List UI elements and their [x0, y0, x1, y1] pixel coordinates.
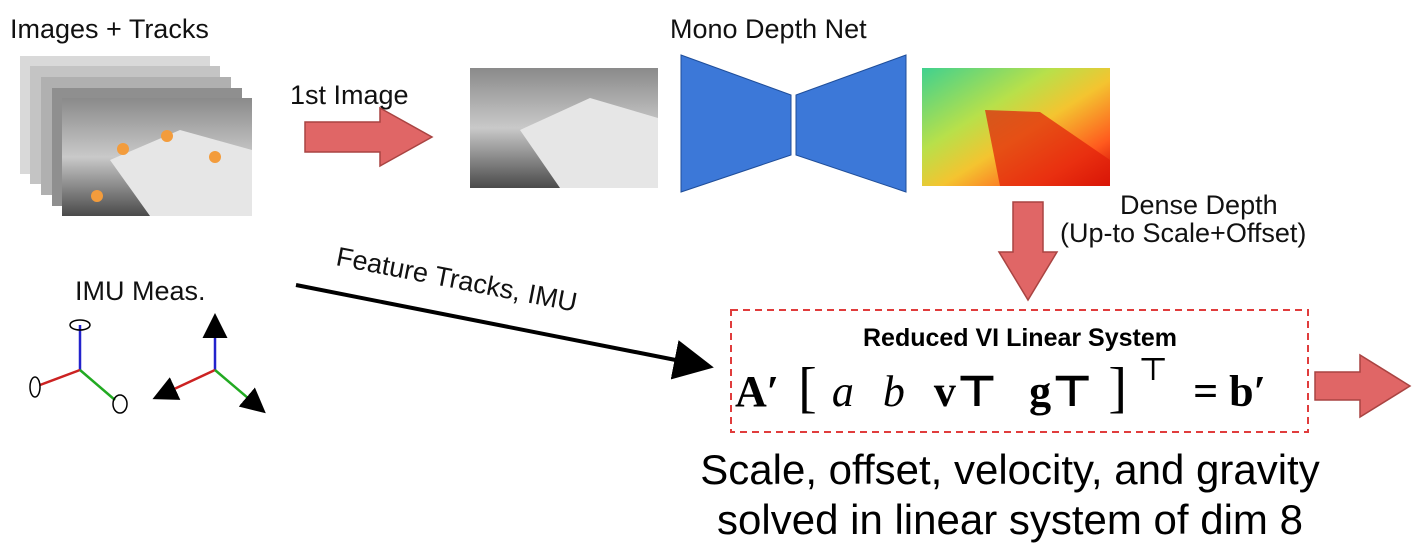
system-title: Reduced VI Linear System [863, 324, 1177, 352]
eq-term: v⊤ [934, 367, 998, 416]
mono-depth-net-label: Mono Depth Net [670, 14, 867, 44]
decoder [796, 55, 906, 192]
depth-map [922, 68, 1110, 186]
eq-rhs: = b′ [1193, 367, 1266, 416]
eq-term: b [883, 367, 905, 416]
feature-tracks-label: Feature Tracks, IMU [334, 241, 580, 317]
eq-bracket: [ [798, 357, 817, 419]
first-image [470, 68, 658, 188]
scale-offset-label: (Up-to Scale+Offset) [1060, 218, 1306, 248]
eq-term: a [832, 367, 854, 416]
caption-line: solved in linear system of dim 8 [717, 496, 1303, 543]
caption-line: Scale, offset, velocity, and gravity [700, 446, 1319, 493]
eq-bracket: ] [1108, 357, 1127, 419]
encoder [681, 55, 791, 192]
imu-axes [30, 318, 262, 413]
eq-lhs: A′ [735, 367, 779, 416]
eq-term: g⊤ [1029, 367, 1093, 416]
first-image-label: 1st Image [290, 80, 409, 110]
eq-transpose: ⊤ [1138, 351, 1168, 387]
down-arrow [999, 202, 1057, 300]
red-arrow [305, 108, 432, 166]
image-stack [20, 56, 252, 216]
diagram: Images + Tracks 1st Image Mono Depth Net… [0, 0, 1420, 548]
images-tracks-label: Images + Tracks [10, 14, 209, 44]
output-arrow [1315, 355, 1410, 417]
equation: A′ [ a b v⊤ g⊤ ] ⊤ = b′ [735, 341, 1266, 419]
imu-label: IMU Meas. [75, 276, 206, 306]
dense-depth-label: Dense Depth [1120, 190, 1278, 220]
